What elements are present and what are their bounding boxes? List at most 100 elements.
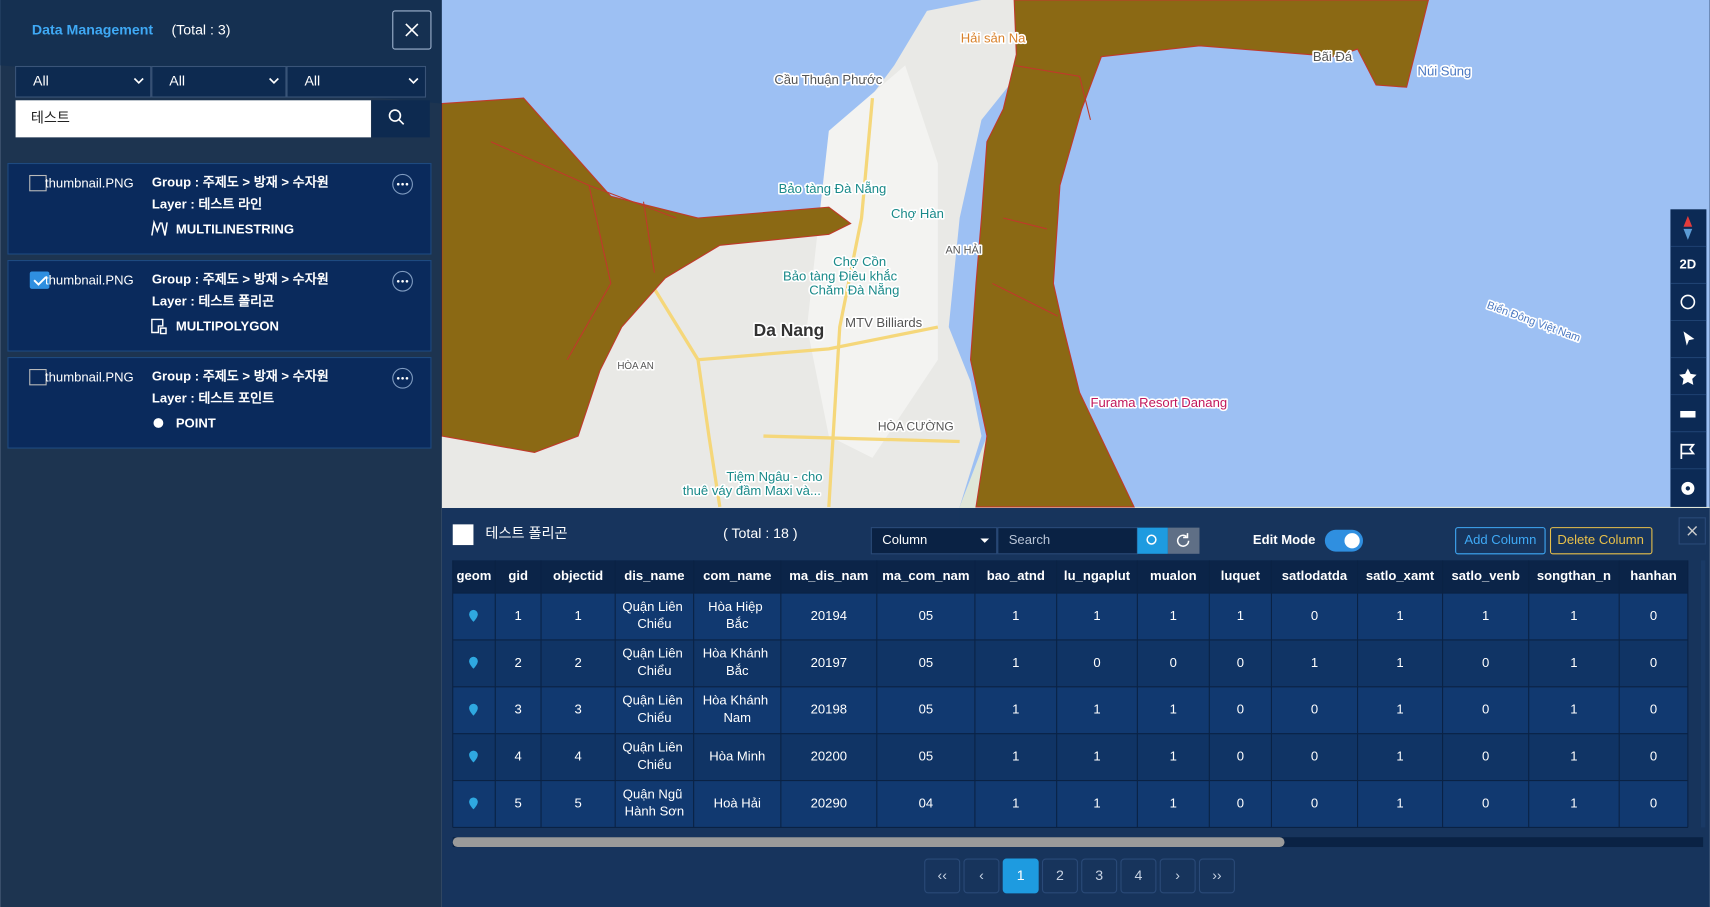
table-cell: 1	[1170, 702, 1177, 717]
table-layer-name: 테스트 폴리곤	[485, 526, 567, 542]
chevron	[133, 77, 144, 85]
table-cell: 20200	[811, 749, 847, 764]
delete-column[interactable]	[1549, 527, 1653, 555]
page-label: ‹‹	[937, 868, 947, 884]
search-input[interactable]	[15, 100, 371, 138]
item-layer: Layer : 테스트 라인	[152, 195, 262, 211]
toggle-knob	[1344, 533, 1360, 549]
road	[653, 288, 722, 508]
search-icon	[388, 109, 402, 122]
close-button[interactable]	[1678, 517, 1706, 545]
table-cell: 1	[1396, 795, 1403, 810]
page-button[interactable]	[924, 858, 961, 894]
table-cell: 4	[574, 749, 581, 764]
table-search[interactable]	[997, 527, 1138, 555]
table-row	[452, 639, 1688, 687]
filter-value: All	[304, 74, 320, 90]
layer-item[interactable]	[7, 259, 432, 352]
table-cell: 3	[515, 702, 522, 717]
table-cell: 05	[919, 608, 934, 623]
dot	[401, 182, 404, 186]
geom-pin[interactable]	[469, 609, 478, 622]
select-all[interactable]	[452, 524, 474, 546]
table-cell: 0	[1650, 795, 1657, 810]
refresh-icon	[1176, 533, 1190, 547]
page-button[interactable]	[1120, 858, 1157, 894]
layer-item[interactable]	[7, 162, 432, 255]
table-cell: 4	[515, 749, 522, 764]
table-cell: 1	[1570, 702, 1577, 717]
add-column[interactable]	[1455, 527, 1546, 555]
table-cell: 1	[1570, 655, 1577, 670]
table-cell: 0	[1170, 655, 1177, 670]
table-cell: 1	[1170, 608, 1177, 623]
table-cell: 05	[919, 702, 934, 717]
city-block	[807, 65, 938, 458]
map-label: Hải sản Na	[961, 31, 1026, 46]
dot	[405, 182, 409, 186]
page-button[interactable]	[963, 858, 1000, 894]
search-button[interactable]	[1137, 527, 1168, 554]
map-label: HÒA AN	[617, 361, 653, 372]
filter-select[interactable]	[15, 65, 152, 98]
table-cell: Quận Liên Chiểu	[622, 740, 686, 772]
close-button[interactable]	[392, 10, 432, 50]
map-label: Cầu Thuận Phước	[774, 72, 882, 87]
table-cell: Quận Liên Chiểu	[622, 646, 686, 678]
column-header: gid	[508, 568, 528, 583]
table-cell: 0	[1482, 655, 1489, 670]
page-button[interactable]	[1159, 858, 1196, 894]
map-label: Chợ Hàn	[891, 206, 944, 221]
geom-icon	[151, 318, 167, 335]
table-cell: 0	[1311, 702, 1318, 717]
table-cell: 1	[515, 608, 522, 623]
broken-image	[29, 369, 47, 386]
table-cell: 0	[1237, 702, 1244, 717]
item-geometry: MULTIPOLYGON	[176, 318, 279, 333]
table-cell: 1	[1482, 608, 1489, 623]
filter-select[interactable]	[286, 65, 427, 98]
table-row	[452, 686, 1688, 734]
scroll-thumb[interactable]	[452, 837, 1285, 848]
checkbox[interactable]	[29, 271, 50, 289]
table-cell: Hòa Khánh Bắc	[703, 646, 772, 678]
page-button[interactable]	[1002, 858, 1039, 894]
delete-column-label: Delete Column	[1557, 532, 1644, 547]
page-button[interactable]	[1081, 858, 1118, 894]
more-button[interactable]	[392, 270, 413, 292]
table-cell: 0	[1650, 749, 1657, 764]
table-cell: Hòa Khánh Nam	[703, 693, 772, 725]
thumbnail-alt: thumbnail.PNG	[45, 176, 134, 191]
more-button[interactable]	[392, 173, 413, 195]
geom-pin[interactable]	[469, 656, 478, 669]
table-cell: 2	[515, 655, 522, 670]
dot	[401, 279, 404, 283]
page-button[interactable]	[1041, 858, 1078, 894]
page-button[interactable]	[1198, 858, 1235, 894]
table-cell: 1	[1396, 655, 1403, 670]
table-cell: 1	[1570, 795, 1577, 810]
column-header: geom	[457, 568, 492, 583]
table-cell: 1	[1093, 795, 1100, 810]
sidebar-title: Data Management	[32, 22, 153, 38]
geom-pin[interactable]	[469, 703, 478, 716]
search-button[interactable]	[372, 100, 430, 138]
more-button[interactable]	[392, 367, 413, 389]
table-cell: 0	[1237, 795, 1244, 810]
admin-area	[970, 0, 1429, 508]
item-layer: Layer : 테스트 폴리곤	[152, 293, 274, 308]
table-cell: Quận Ngũ Hành Sơn	[623, 787, 686, 819]
column-select[interactable]	[870, 527, 998, 555]
geom-pin[interactable]	[469, 750, 478, 763]
geom-pin[interactable]	[469, 797, 478, 810]
refresh-button[interactable]	[1167, 527, 1200, 554]
table-cell: Hoà Hải	[714, 795, 761, 810]
filter-select[interactable]	[151, 65, 287, 98]
item-geometry: MULTILINESTRING	[176, 221, 294, 236]
search-text: 테스트	[31, 111, 70, 127]
dot	[401, 376, 404, 380]
item-group: Group : 주제도 > 방재 > 수자원	[152, 175, 329, 190]
table-cell: 20198	[811, 702, 847, 717]
page-label: 2	[1056, 868, 1064, 884]
layer-item[interactable]	[7, 357, 432, 449]
